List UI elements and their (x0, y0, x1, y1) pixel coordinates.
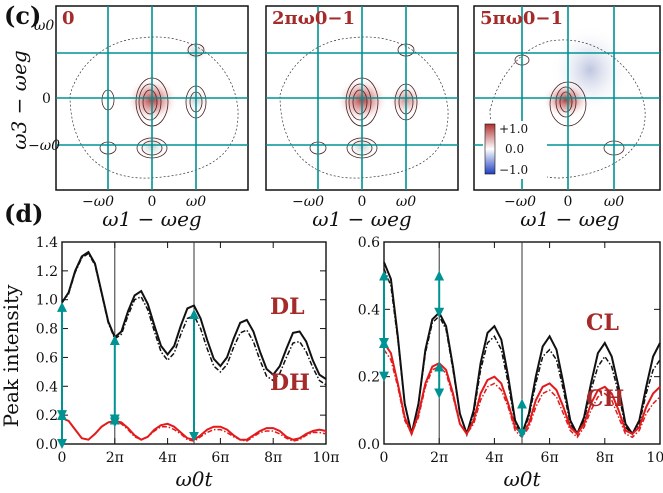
plot-right-xlabel: ω0t (503, 467, 541, 491)
plot-left-ytick-label-1: 0.2 (36, 408, 58, 424)
plot-left-ytick-label-0: 0.0 (36, 437, 58, 453)
colorbar-tick-mid: 0.0 (505, 142, 524, 156)
panel-d-ylabel: Peak intensity (0, 284, 23, 428)
plot-left-xlabel: ω0t (175, 467, 213, 491)
label-DL: DL (270, 294, 305, 320)
panel-c-ytick-top: ω0 (34, 18, 54, 34)
plot-left-ytick-label-7: 1.4 (36, 235, 58, 251)
plot-left-ytick-label-5: 1.0 (36, 293, 58, 309)
plot-left-xtick-label-0: 0 (58, 450, 67, 466)
plot-left-xtick-label-4: 8π (264, 450, 282, 466)
plot-left-xtick-label-2: 4π (159, 450, 177, 466)
plot-right-ytick-label-3: 0.6 (358, 235, 380, 251)
plot-right: 0.0 0.2 0.4 0.6 0 2π 4π 6π 8π 10π (358, 235, 663, 466)
map-3-label: 5πω0−1 (480, 8, 563, 29)
plot-right-xtick-label-0: 0 (380, 450, 389, 466)
map-2-xlabel: ω1 − ωeg (312, 207, 411, 231)
plot-left-ytick-label-2: 0.4 (36, 379, 58, 395)
label-CH: CH (586, 386, 624, 412)
plot-right-ytick-label-1: 0.2 (358, 370, 380, 386)
panel-c-ytick-mid: 0 (42, 91, 51, 107)
map-2-label: 2πω0−1 (272, 8, 355, 29)
plot-right-ytick-label-2: 0.4 (358, 302, 380, 318)
plot-left-ytick-label-4: 0.8 (36, 322, 58, 338)
panel-c-ytick-bottom: −ω0 (28, 138, 60, 154)
plot-right-xtick-label-5: 10π (646, 450, 663, 466)
plot-left-xtick-label-1: 2π (106, 450, 124, 466)
colorbar-tick-max: +1.0 (499, 122, 528, 136)
plot-right-xtick-label-1: 2π (430, 450, 448, 466)
map-1-label: 0 (62, 8, 75, 29)
plot-right-ytick-label-0: 0.0 (358, 437, 380, 453)
map-3-xlabel: ω1 − ωeg (520, 207, 619, 231)
plot-left-xtick-label-5: 10π (312, 450, 339, 466)
plot-left-ytick-label-3: 0.6 (36, 350, 58, 366)
plot-left: 0.0 0.2 0.4 0.6 0.8 1.0 1.2 1.4 0 2π 4π 6π 8π 10π (36, 235, 340, 466)
plot-right-xtick-label-3: 6π (541, 450, 559, 466)
label-DH: DH (270, 370, 310, 396)
colorbar (485, 124, 495, 174)
map-3: 5πω0−1 +1.0 0.0 −1.0 (474, 6, 660, 190)
plot-left-xtick-label-3: 6π (211, 450, 229, 466)
panel-d-letter: (d) (4, 199, 44, 228)
map-1-xlabel: ω1 − ωeg (102, 207, 201, 231)
plot-right-xtick-label-2: 4π (485, 450, 503, 466)
plot-left-ytick-label-6: 1.2 (36, 264, 58, 280)
panel-c-ylabel: ω3 − ωeg (7, 50, 31, 149)
plot-right-xtick-label-4: 8π (596, 450, 614, 466)
label-CL: CL (586, 310, 619, 336)
colorbar-tick-min: −1.0 (499, 163, 528, 177)
map-1: 0 (56, 6, 248, 190)
map-2: 2πω0−1 (266, 6, 458, 190)
